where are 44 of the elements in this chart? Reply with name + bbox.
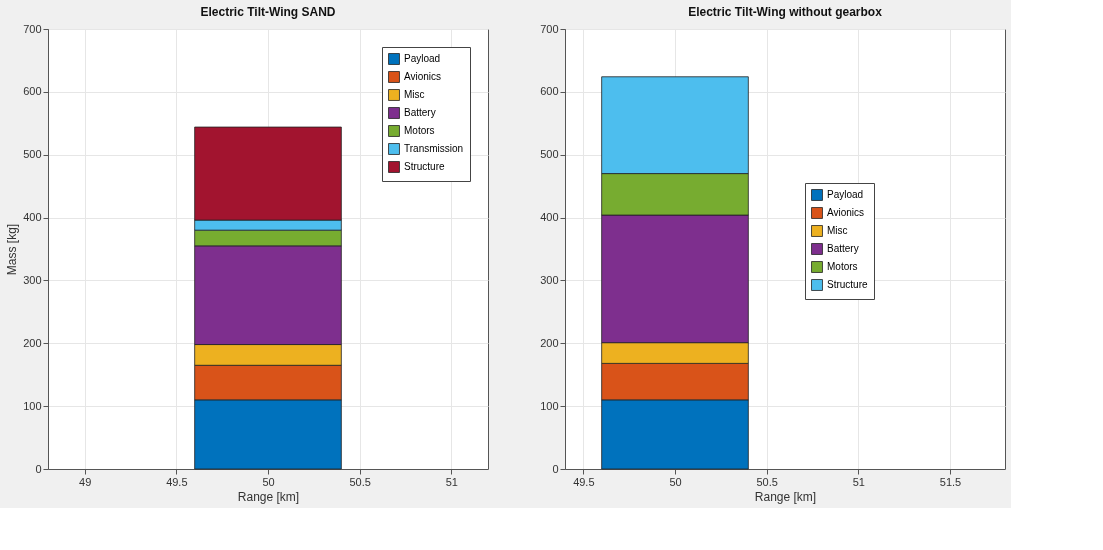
- y-tick-label: 600: [540, 85, 559, 98]
- legend-label: Structure: [404, 161, 446, 172]
- y-axis-title: Mass [kg]: [5, 223, 20, 276]
- y-tick-label: 400: [540, 211, 559, 224]
- x-tick-label: 50.5: [756, 475, 778, 488]
- legend-label: Motors: [404, 125, 435, 136]
- y-tick-label: 300: [540, 273, 559, 286]
- x-axis-title: Range [km]: [754, 489, 817, 504]
- y-tick-label: 700: [540, 22, 559, 35]
- y-tick-label: 700: [23, 22, 42, 35]
- legend-label: Structure: [827, 279, 869, 290]
- y-tick-label: 100: [23, 399, 42, 412]
- y-tick-label: 200: [23, 336, 42, 349]
- legend-label: Battery: [404, 107, 436, 118]
- chart-title: Electric Tilt-Wing SAND: [200, 5, 336, 19]
- legend-label: Avionics: [827, 207, 865, 218]
- x-tick-label: 49.5: [166, 475, 188, 488]
- legend-label: Misc: [404, 89, 425, 100]
- legend-label: Battery: [827, 243, 859, 254]
- x-tick-label: 50: [262, 475, 275, 488]
- legend-label: Payload: [827, 189, 864, 200]
- y-tick-label: 0: [35, 462, 42, 475]
- legend-label: Avionics: [404, 71, 442, 82]
- y-tick-label: 300: [23, 273, 42, 286]
- chart-title: Electric Tilt-Wing without gearbox: [688, 5, 883, 19]
- y-tick-label: 100: [540, 399, 559, 412]
- x-tick-label: 49.5: [573, 475, 595, 488]
- y-tick-label: 200: [540, 336, 559, 349]
- y-tick-label: 500: [540, 148, 559, 161]
- x-tick-label: 50: [669, 475, 682, 488]
- legend-label: Payload: [404, 53, 441, 64]
- y-tick-label: 500: [23, 148, 42, 161]
- y-tick-label: 400: [23, 211, 42, 224]
- x-tick-label: 51: [445, 475, 458, 488]
- x-tick-label: 49: [79, 475, 92, 488]
- y-tick-label: 0: [552, 462, 559, 475]
- y-tick-label: 600: [23, 85, 42, 98]
- x-tick-label: 51.5: [939, 475, 962, 488]
- legend-label: Motors: [827, 261, 858, 272]
- legend-label: Misc: [827, 225, 848, 236]
- x-tick-label: 50.5: [349, 475, 371, 488]
- x-axis-title: Range [km]: [237, 489, 300, 504]
- legend-label: Transmission: [404, 143, 464, 154]
- x-tick-label: 51: [852, 475, 865, 488]
